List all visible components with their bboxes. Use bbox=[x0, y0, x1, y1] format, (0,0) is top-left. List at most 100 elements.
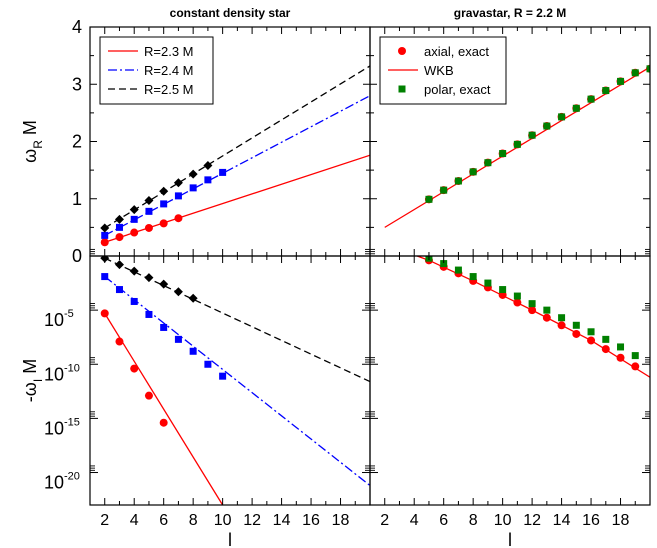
series-line-r-2-4-m bbox=[104, 95, 370, 236]
data-point-r-2-4-m bbox=[204, 360, 212, 368]
panel-title: gravastar, R = 2.2 M bbox=[454, 6, 566, 20]
panel-bottom-left-data bbox=[100, 256, 370, 505]
data-point-polar-exact bbox=[469, 273, 477, 281]
data-point-r-2-4-m bbox=[189, 347, 197, 355]
data-point-r-2-5-m bbox=[188, 293, 198, 303]
legend-swatch bbox=[398, 47, 406, 55]
data-point-polar-exact bbox=[499, 150, 507, 158]
series-line-r-2-3-m bbox=[104, 154, 370, 243]
x-tick-label: 2 bbox=[100, 512, 109, 529]
y-axis-label-rest: M bbox=[20, 359, 40, 379]
x-axis-label: l bbox=[508, 530, 512, 548]
y-axis-label-main: ω bbox=[20, 149, 40, 163]
x-tick-label: 10 bbox=[494, 512, 512, 529]
data-point-r-2-5-m bbox=[114, 260, 124, 270]
data-point-r-2-4-m bbox=[130, 215, 138, 223]
x-tick-label: 4 bbox=[410, 512, 419, 529]
y-tick-label: 3 bbox=[72, 74, 82, 94]
data-point-r-2-5-m bbox=[144, 195, 154, 205]
x-tick-label: 14 bbox=[273, 512, 291, 529]
data-point-polar-exact bbox=[558, 314, 566, 322]
x-tick-label: 6 bbox=[159, 512, 168, 529]
data-point-polar-exact bbox=[513, 140, 521, 148]
legend-label: R=2.4 M bbox=[144, 63, 194, 78]
data-point-polar-exact bbox=[513, 292, 521, 300]
data-point-r-2-5-m bbox=[203, 161, 213, 171]
data-point-r-2-4-m bbox=[130, 297, 138, 305]
data-point-r-2-4-m bbox=[115, 223, 123, 231]
y-tick-label-exp: -15 bbox=[64, 416, 80, 428]
legend-label: axial, exact bbox=[424, 44, 489, 59]
data-point-r-2-3-m bbox=[130, 228, 139, 237]
y-tick-label: 2 bbox=[72, 132, 82, 152]
y-tick-label-exp: -10 bbox=[64, 362, 80, 374]
y-tick-label-base: 10 bbox=[44, 418, 64, 438]
series-line-r-2-3-m bbox=[104, 313, 224, 505]
data-point-r-2-4-m bbox=[219, 372, 227, 380]
y-tick-label-base: 10 bbox=[44, 310, 64, 330]
data-point-polar-exact bbox=[572, 321, 580, 329]
data-point-r-2-4-m bbox=[174, 192, 182, 200]
y-axis-label-sub: R bbox=[31, 140, 45, 149]
x-tick-label: 16 bbox=[582, 512, 600, 529]
data-point-r-2-5-m bbox=[188, 169, 198, 179]
data-point-polar-exact bbox=[528, 300, 536, 308]
data-point-r-2-5-m bbox=[129, 205, 139, 215]
data-point-polar-exact bbox=[631, 69, 639, 77]
data-point-r-2-5-m bbox=[144, 273, 154, 283]
data-point-r-2-5-m bbox=[173, 178, 183, 188]
legend-label: R=2.5 M bbox=[144, 82, 194, 97]
data-point-polar-exact bbox=[631, 352, 639, 360]
x-tick-label: 16 bbox=[302, 512, 320, 529]
data-point-r-2-5-m bbox=[114, 214, 124, 224]
data-point-polar-exact bbox=[425, 195, 433, 203]
y-tick-label-base: 10 bbox=[44, 364, 64, 384]
x-tick-label: 4 bbox=[130, 512, 139, 529]
x-tick-label: 8 bbox=[469, 512, 478, 529]
x-tick-label: 12 bbox=[243, 512, 261, 529]
legend-swatch bbox=[398, 85, 406, 93]
data-point-r-2-4-m bbox=[160, 323, 168, 331]
data-point-r-2-3-m bbox=[100, 238, 109, 247]
data-point-polar-exact bbox=[646, 65, 650, 73]
data-point-polar-exact bbox=[440, 186, 448, 194]
data-point-r-2-3-m bbox=[144, 391, 153, 400]
y-tick-label: 1 bbox=[72, 189, 82, 209]
data-point-polar-exact bbox=[543, 306, 551, 314]
x-tick-label: 18 bbox=[332, 512, 350, 529]
panel-bottom-right-data bbox=[415, 256, 650, 378]
y-axis-label: -ωI M bbox=[20, 359, 45, 402]
y-tick-label: 4 bbox=[72, 17, 82, 37]
data-point-r-2-5-m bbox=[100, 223, 110, 233]
data-point-polar-exact bbox=[617, 343, 625, 351]
x-tick-label: 6 bbox=[439, 512, 448, 529]
data-point-r-2-3-m bbox=[100, 309, 109, 318]
data-point-axial-exact bbox=[631, 362, 640, 371]
y-axis-label-main: -ω bbox=[20, 382, 40, 402]
data-point-r-2-4-m bbox=[189, 184, 197, 192]
x-tick-label: 8 bbox=[189, 512, 198, 529]
series-line-r-2-5-m bbox=[104, 65, 370, 229]
legend-label: WKB bbox=[424, 63, 454, 78]
series-line-r-2-5-m bbox=[104, 257, 370, 383]
data-point-polar-exact bbox=[587, 95, 595, 103]
series-line-r-2-4-m bbox=[104, 276, 370, 487]
data-point-r-2-5-m bbox=[159, 279, 169, 289]
data-point-polar-exact bbox=[484, 159, 492, 167]
data-point-r-2-3-m bbox=[115, 337, 124, 346]
x-tick-label: 14 bbox=[553, 512, 571, 529]
data-point-polar-exact bbox=[499, 286, 507, 294]
data-point-polar-exact bbox=[572, 104, 580, 112]
data-point-polar-exact bbox=[454, 177, 462, 185]
data-point-polar-exact bbox=[440, 260, 448, 268]
data-point-polar-exact bbox=[558, 113, 566, 121]
data-point-r-2-4-m bbox=[101, 231, 109, 239]
data-point-r-2-3-m bbox=[115, 233, 124, 242]
legend-label: R=2.3 M bbox=[144, 44, 194, 59]
x-tick-label: 18 bbox=[612, 512, 630, 529]
data-point-r-2-5-m bbox=[129, 266, 139, 276]
data-point-r-2-4-m bbox=[101, 273, 109, 281]
legend-box bbox=[99, 36, 214, 105]
data-point-r-2-4-m bbox=[160, 200, 168, 208]
